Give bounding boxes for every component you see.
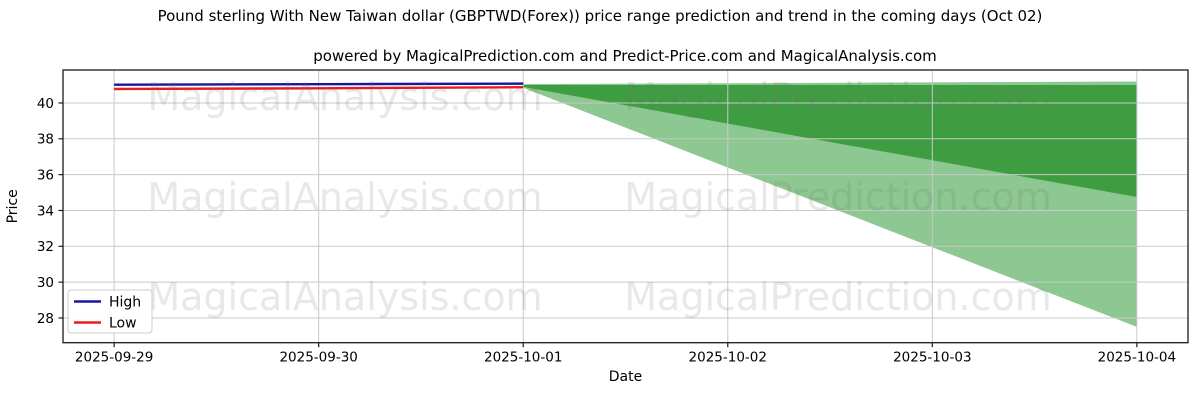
chart-title: Pound sterling With New Taiwan dollar (G…	[157, 7, 1043, 25]
watermark-text: MagicalPrediction.com	[624, 75, 1052, 119]
y-tick-label: 36	[37, 167, 54, 183]
x-tick-label: 2025-10-04	[1098, 350, 1176, 366]
high-line	[114, 82, 524, 86]
prediction-range-narrow-band	[523, 85, 1137, 198]
plot-border	[62, 69, 1189, 344]
x-tick-label: 2025-09-30	[279, 350, 357, 366]
x-axis-label: Date	[609, 369, 642, 385]
x-tick-label: 2025-10-03	[893, 350, 971, 366]
watermark-text: MagicalAnalysis.com	[147, 175, 542, 219]
x-tick-label: 2025-09-29	[75, 350, 153, 366]
watermark-text: MagicalPrediction.com	[624, 275, 1052, 319]
watermark-text: MagicalAnalysis.com	[147, 275, 542, 319]
legend-high-label: High	[109, 295, 141, 311]
y-axis-label: Price	[5, 189, 21, 223]
y-tick-label: 38	[37, 132, 54, 148]
y-tick-label: 28	[37, 311, 54, 327]
y-tick-label: 34	[37, 203, 54, 219]
y-tick-label: 30	[37, 275, 54, 291]
y-tick-label: 40	[37, 96, 54, 112]
watermark-text: MagicalAnalysis.com	[147, 75, 542, 119]
watermark-text: MagicalPrediction.com	[624, 175, 1052, 219]
x-tick-label: 2025-10-02	[689, 350, 767, 366]
y-tick-label: 32	[37, 239, 54, 255]
chart-subtitle: powered by MagicalPrediction.com and Pre…	[313, 47, 937, 65]
x-tick-label: 2025-10-01	[484, 350, 562, 366]
legend-low-label: Low	[109, 316, 137, 332]
low-line	[114, 86, 524, 91]
